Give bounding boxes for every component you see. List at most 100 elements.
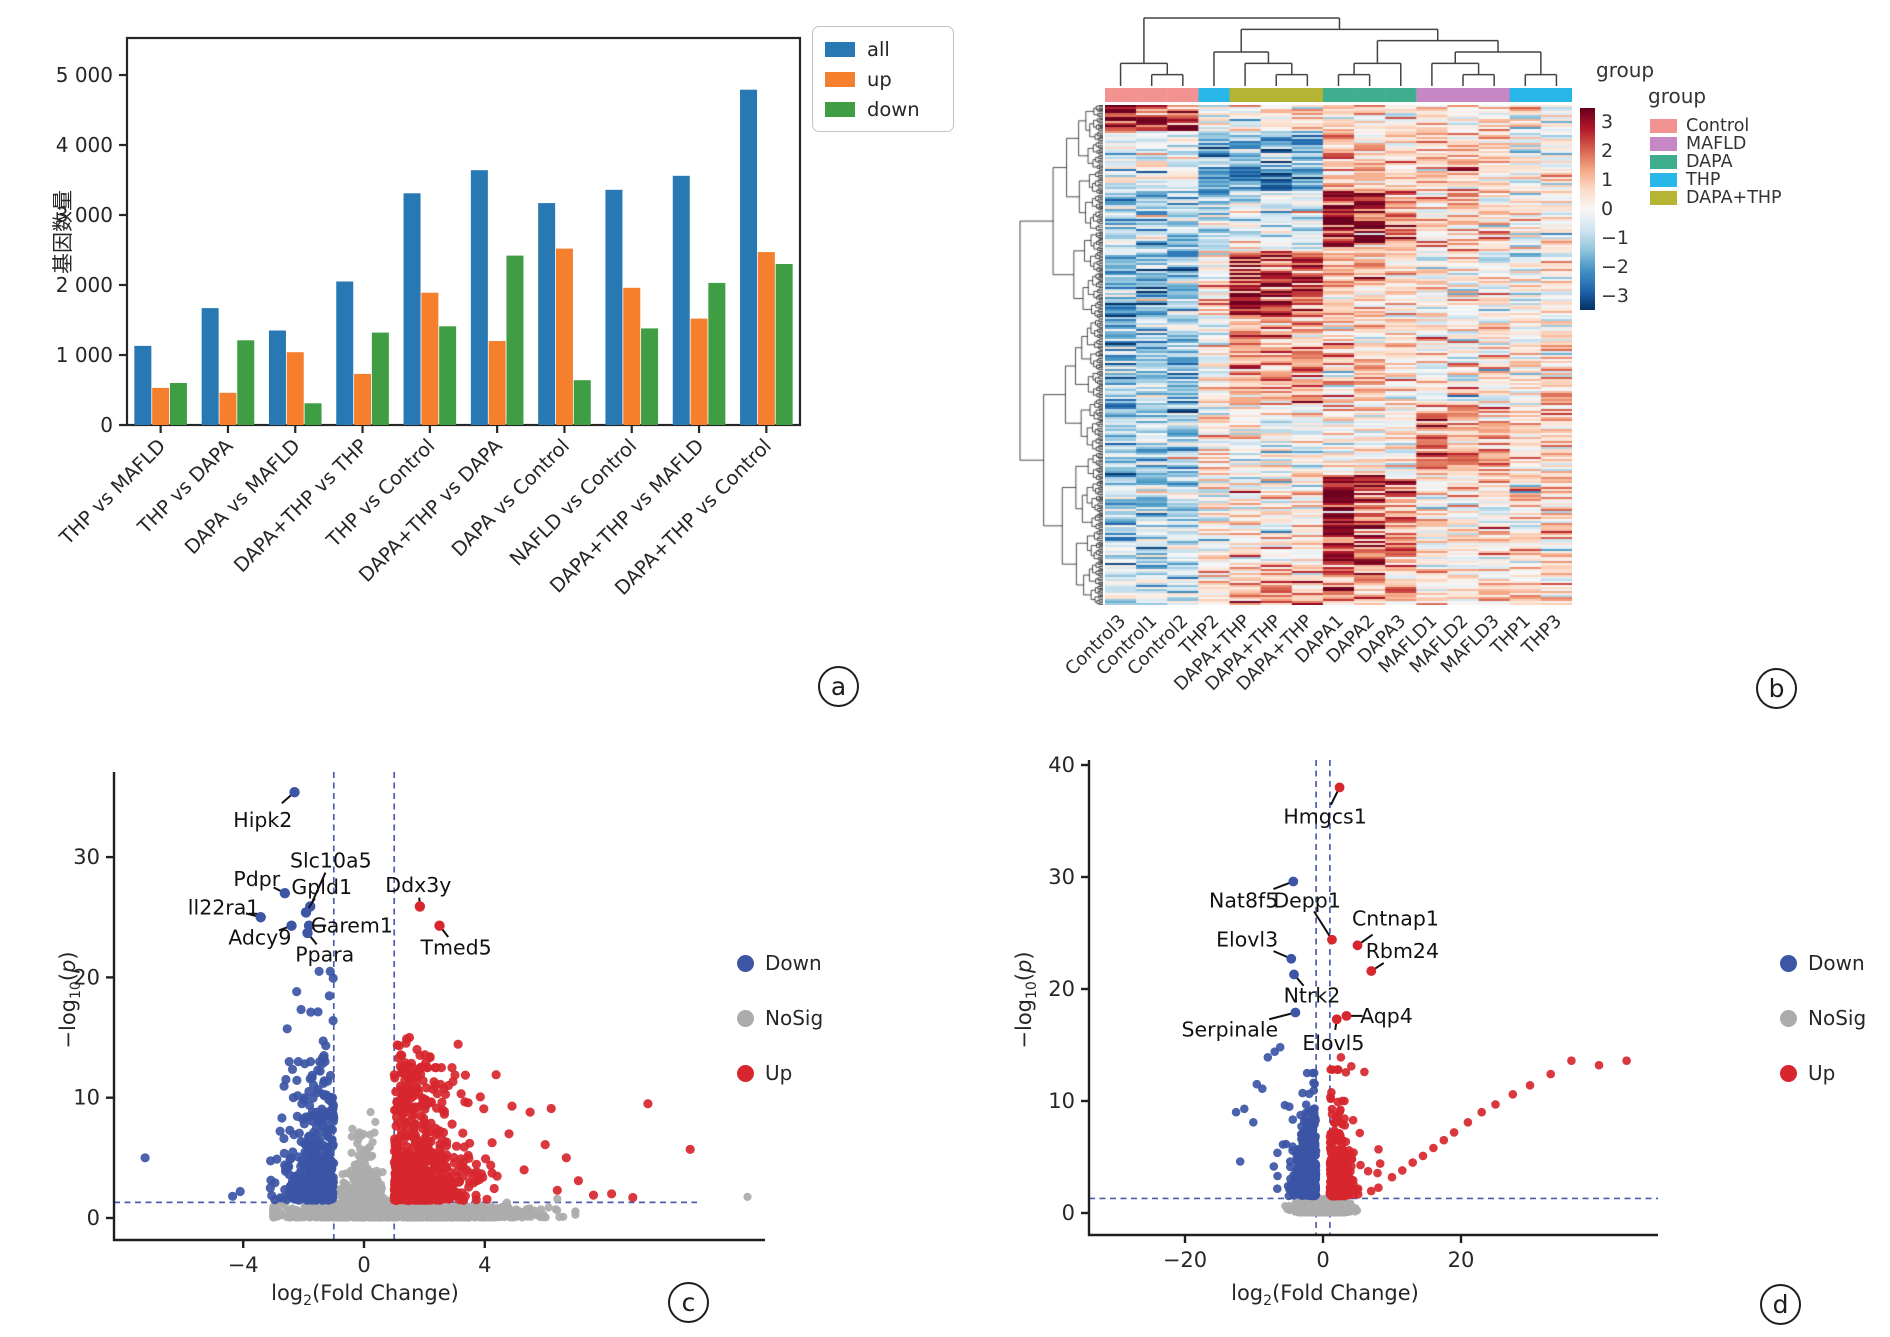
x-tick-label: 0 [357, 1253, 370, 1277]
axis-spines [112, 772, 765, 1242]
bar-down [169, 383, 187, 425]
point [421, 1083, 432, 1093]
point [416, 1203, 425, 1213]
point [418, 1062, 428, 1072]
point [1306, 1164, 1316, 1174]
gene-label-Slc10a5: Slc10a5 [290, 849, 372, 873]
point [1309, 1078, 1318, 1088]
point [420, 1050, 430, 1060]
gene-point-ll22ra1 [255, 912, 266, 923]
colorbar-tick-label: −2 [1601, 255, 1630, 278]
point [355, 1128, 364, 1137]
y-tick-label: 1 000 [56, 343, 113, 367]
heatmap-legend-label-dapathp: DAPA+THP [1686, 188, 1782, 208]
point [1302, 1118, 1312, 1128]
point [479, 1104, 489, 1114]
point [321, 1166, 331, 1176]
point [1309, 1142, 1318, 1151]
y-tick-label: 0 [100, 413, 113, 437]
down-points [1231, 1042, 1321, 1201]
point [414, 1213, 423, 1222]
point [443, 1212, 452, 1221]
point [350, 1160, 359, 1169]
point [317, 1127, 327, 1137]
bar-up [152, 387, 170, 425]
point [401, 1192, 411, 1202]
point [343, 1202, 352, 1211]
gene-label-Gpld1: Gpld1 [291, 875, 352, 899]
colorbar-tick-label: 1 [1601, 169, 1614, 192]
bar-legend-swatch-up [825, 72, 855, 87]
y-tick-label: 0 [87, 1206, 100, 1230]
xlabel-rest: (Fold Change) [312, 1281, 459, 1305]
point [405, 1211, 414, 1220]
bar-up [286, 352, 304, 425]
bar-legend-label-down: down [867, 98, 920, 121]
point [401, 1118, 411, 1128]
point [452, 1166, 462, 1177]
point [1296, 1110, 1305, 1120]
point [432, 1103, 442, 1113]
point [371, 1117, 380, 1127]
volcano-c-legend-label-up: Up [765, 1061, 793, 1085]
colorbar-tick-label: 3 [1601, 111, 1614, 134]
point [1309, 1112, 1319, 1121]
bar-down [708, 282, 726, 425]
point [412, 1071, 422, 1081]
point [319, 1076, 329, 1086]
point [526, 1212, 535, 1221]
point [340, 1179, 349, 1188]
point [607, 1189, 617, 1199]
heatmap-group-bar [1105, 88, 1572, 102]
y-tick-label: 5 000 [56, 63, 113, 87]
point [475, 1210, 484, 1219]
point [1308, 1175, 1317, 1184]
point [315, 1152, 325, 1162]
xlabel-sub: 2 [303, 1293, 313, 1310]
point [1286, 1162, 1295, 1172]
volcano-c-legend-dot-down [737, 954, 754, 972]
point [1298, 1088, 1307, 1098]
point [301, 1139, 311, 1149]
point [328, 1109, 338, 1119]
point [392, 1187, 402, 1197]
volcano-c-ylabel: −log10(p) [56, 951, 84, 1048]
point [489, 1183, 499, 1194]
point [456, 1154, 466, 1164]
point [327, 1092, 337, 1103]
bar-legend-item-up: up [825, 68, 892, 91]
bar-down [573, 380, 591, 425]
heatmap-legend-item-thp: THP [1650, 170, 1720, 190]
point [281, 1074, 291, 1085]
point [347, 1148, 356, 1157]
point [447, 1063, 457, 1073]
point [475, 1092, 485, 1102]
point [481, 1154, 491, 1164]
point [1281, 1202, 1289, 1210]
row-dendrogram [1019, 105, 1103, 605]
gene-label-Garem1: Garem1 [311, 914, 393, 938]
point [307, 1107, 318, 1117]
bar-all [268, 330, 286, 425]
heatmap-legend-label-dapa: DAPA [1686, 152, 1733, 172]
heatmap-legend-swatch-dapa [1650, 155, 1677, 169]
gene-point-Ddx3y [414, 901, 426, 912]
point [394, 1133, 404, 1143]
point [140, 1153, 150, 1163]
point [458, 1128, 468, 1138]
point [275, 1126, 285, 1136]
point [307, 1073, 317, 1083]
point [455, 1212, 464, 1221]
point [287, 1210, 296, 1219]
point [339, 1194, 348, 1203]
gene-point-Tmed5 [434, 920, 445, 931]
gene-point-Adcy9 [286, 920, 297, 931]
bar-up [555, 248, 573, 425]
point [318, 1036, 328, 1046]
point [439, 1189, 449, 1199]
point [423, 1136, 433, 1146]
point [525, 1107, 535, 1117]
point [1292, 1150, 1301, 1159]
y-tick-label: 3 000 [56, 203, 113, 227]
bar-all [672, 175, 690, 425]
